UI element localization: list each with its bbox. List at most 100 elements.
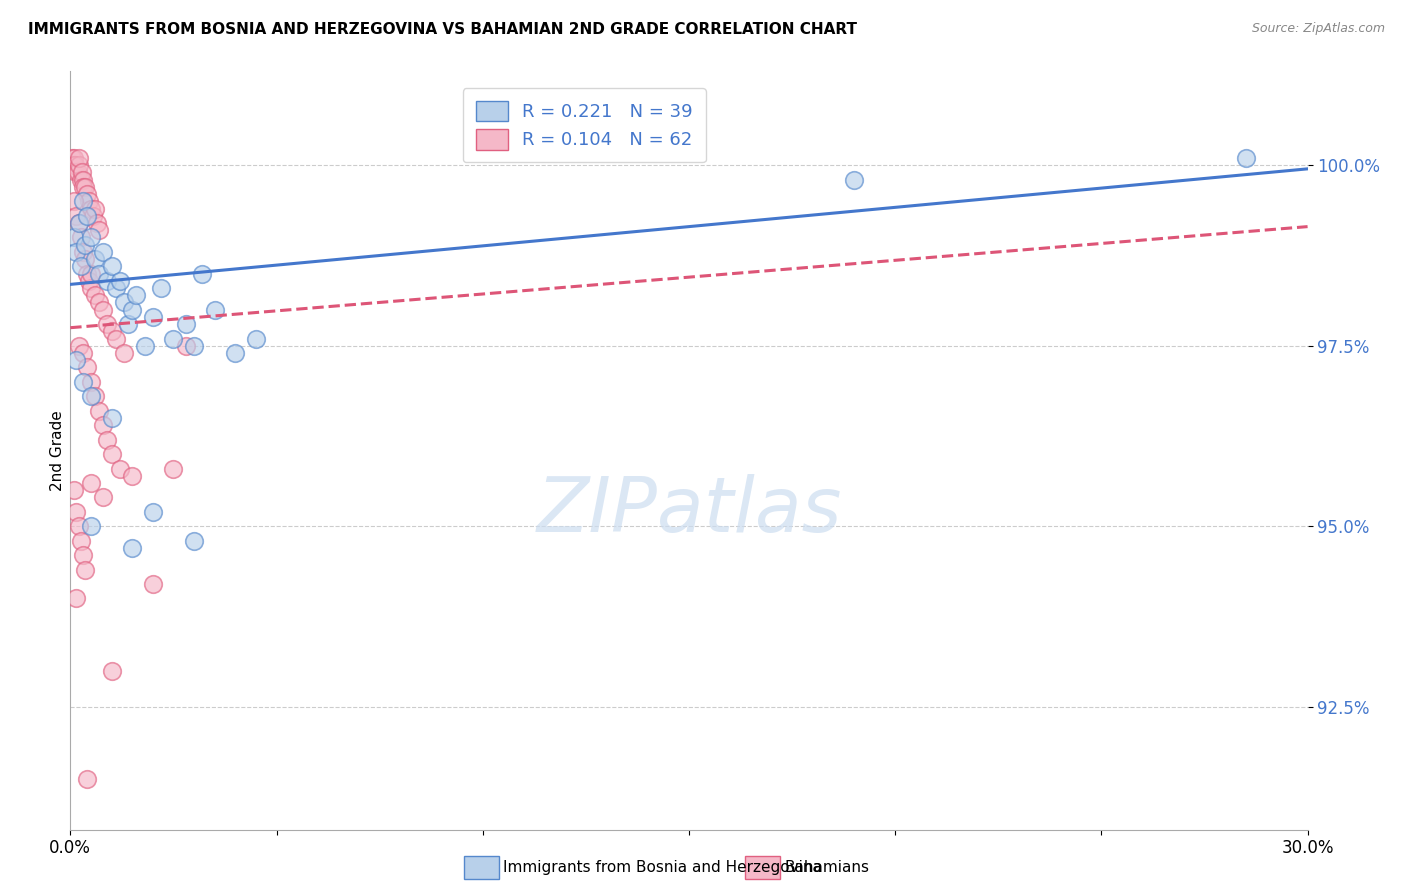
Point: [162, 332, 184, 346]
Point: [100, 664, 122, 678]
Point: [72, 194, 94, 209]
Point: [65, 209, 87, 223]
Point: [89, 223, 111, 237]
Point: [69, 172, 91, 186]
Point: [204, 302, 226, 317]
Point: [100, 324, 122, 338]
Point: [67, 519, 90, 533]
Point: [67, 158, 90, 172]
Point: [1234, 151, 1257, 165]
Point: [65, 505, 87, 519]
Text: IMMIGRANTS FROM BOSNIA AND HERZEGOVINA VS BAHAMIAN 2ND GRADE CORRELATION CHART: IMMIGRANTS FROM BOSNIA AND HERZEGOVINA V…: [28, 22, 858, 37]
Point: [162, 461, 184, 475]
Point: [104, 332, 127, 346]
Point: [62, 151, 84, 165]
Point: [80, 519, 103, 533]
Point: [77, 194, 100, 209]
Point: [60, 151, 83, 165]
Point: [134, 339, 156, 353]
Point: [150, 281, 173, 295]
Point: [96, 433, 118, 447]
Point: [67, 216, 90, 230]
Point: [72, 375, 94, 389]
Point: [65, 353, 87, 368]
Text: Bahamians: Bahamians: [785, 861, 869, 875]
Legend: R = 0.221   N = 39, R = 0.104   N = 62: R = 0.221 N = 39, R = 0.104 N = 62: [463, 88, 706, 162]
Point: [104, 281, 127, 295]
Point: [65, 591, 87, 606]
Point: [69, 533, 91, 548]
Point: [112, 346, 135, 360]
Point: [108, 461, 131, 475]
Point: [121, 468, 143, 483]
Point: [67, 339, 90, 353]
Point: [842, 172, 865, 186]
Point: [76, 360, 98, 375]
Point: [62, 194, 84, 209]
Point: [72, 172, 94, 186]
Point: [100, 411, 122, 425]
Text: ZIPatlas: ZIPatlas: [536, 475, 842, 548]
Y-axis label: 2nd Grade: 2nd Grade: [49, 410, 65, 491]
Point: [63, 483, 86, 498]
Point: [84, 288, 107, 302]
Point: [91, 491, 114, 505]
Point: [100, 447, 122, 461]
Point: [89, 403, 111, 417]
Point: [72, 548, 94, 562]
Point: [76, 187, 98, 202]
Point: [100, 260, 122, 274]
Point: [84, 202, 107, 216]
Point: [82, 209, 104, 223]
Point: [72, 244, 94, 259]
Point: [69, 230, 91, 244]
Point: [96, 317, 118, 331]
Point: [80, 267, 103, 281]
Point: [77, 274, 100, 288]
Point: [72, 180, 94, 194]
Text: Source: ZipAtlas.com: Source: ZipAtlas.com: [1251, 22, 1385, 36]
Text: Immigrants from Bosnia and Herzegovina: Immigrants from Bosnia and Herzegovina: [503, 861, 823, 875]
Point: [91, 244, 114, 259]
Point: [67, 151, 90, 165]
Point: [89, 267, 111, 281]
Point: [108, 274, 131, 288]
Point: [89, 295, 111, 310]
Point: [76, 267, 98, 281]
Point: [142, 505, 165, 519]
Point: [117, 317, 139, 331]
Point: [80, 230, 103, 244]
Point: [121, 541, 143, 555]
Point: [96, 274, 118, 288]
Point: [80, 375, 103, 389]
Point: [73, 180, 96, 194]
Point: [63, 158, 86, 172]
Point: [191, 267, 214, 281]
Point: [66, 165, 89, 179]
Point: [70, 165, 93, 179]
Point: [174, 317, 197, 331]
Point: [67, 216, 90, 230]
Point: [73, 237, 96, 252]
Point: [183, 533, 205, 548]
Point: [65, 165, 87, 179]
Point: [73, 563, 96, 577]
Point: [142, 310, 165, 324]
Point: [69, 260, 91, 274]
Point: [91, 418, 114, 433]
Point: [86, 216, 108, 230]
Point: [142, 577, 165, 591]
Point: [65, 158, 87, 172]
Point: [80, 475, 103, 490]
Point: [183, 339, 205, 353]
Point: [224, 346, 246, 360]
Point: [76, 772, 98, 786]
Point: [80, 281, 103, 295]
Point: [84, 252, 107, 266]
Point: [125, 288, 148, 302]
Point: [112, 295, 135, 310]
Point: [121, 302, 143, 317]
Point: [245, 332, 267, 346]
Point: [65, 244, 87, 259]
Point: [174, 339, 197, 353]
